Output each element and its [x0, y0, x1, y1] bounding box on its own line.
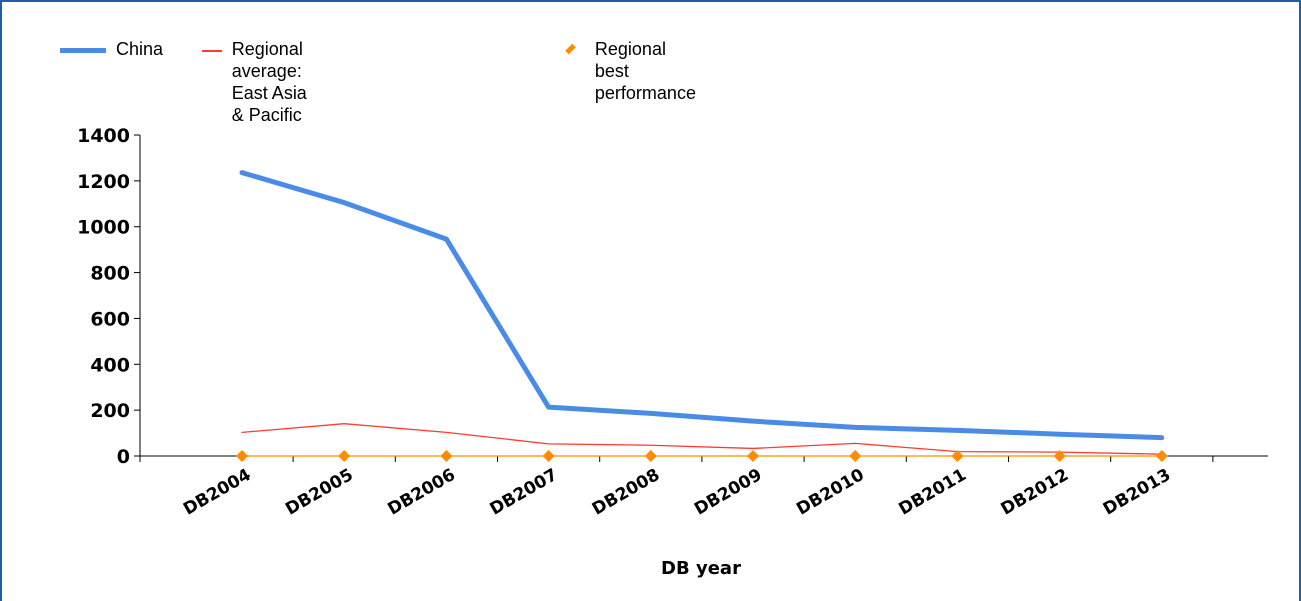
x-tick-label: DB2006 [384, 465, 458, 520]
x-axis-label: DB year [661, 558, 741, 579]
y-tick-label: 1000 [77, 217, 130, 239]
regional-best-point [236, 450, 248, 462]
x-tick-label: DB2007 [487, 465, 561, 520]
y-tick-label: 400 [90, 354, 130, 376]
regional-best-point [1155, 450, 1168, 462]
regional-average-series-line [241, 423, 1163, 455]
regional-best-point [440, 450, 453, 462]
y-tick-label: 1400 [77, 125, 130, 147]
china-series-line [239, 170, 1165, 441]
y-tick-label: 200 [90, 400, 130, 422]
legend-swatch-china [60, 48, 106, 53]
regional-best-point [951, 450, 964, 462]
x-tick-label: DB2008 [589, 465, 663, 520]
regional-best-point [1053, 450, 1066, 462]
regional-best-point [542, 450, 555, 462]
y-tick-label: 0 [117, 446, 130, 468]
x-tick-label: DB2012 [998, 465, 1072, 520]
x-tick-label: DB2004 [180, 465, 255, 520]
y-tick-label: 600 [90, 308, 130, 330]
legend-swatch-regional-average [202, 50, 222, 52]
x-tick-label: DB2010 [793, 465, 868, 520]
y-tick-label: 1200 [77, 171, 130, 193]
regional-best-point [849, 450, 862, 462]
regional-best-point [338, 450, 351, 462]
legend-item-china: China [60, 38, 163, 60]
x-tick-label: DB2005 [282, 465, 356, 520]
regional-best-point [644, 450, 657, 462]
legend-label-regional-best: Regional best performance [594, 39, 696, 103]
series-group [236, 170, 1168, 462]
y-tick-label: 800 [90, 263, 130, 285]
axes: 0 200 400 600 800 1000 1200 1400 DB2004 DB2005 DB2… [77, 125, 1268, 520]
legend-label-regional-average: Regional average: East Asia & Pacific [231, 39, 307, 125]
x-tick-label: DB2013 [1100, 465, 1174, 520]
legend-label-china: China [116, 39, 164, 59]
x-tick-label: DB2009 [691, 465, 765, 520]
legend-item-regional-best: Regional best performance [558, 38, 701, 104]
x-tick-label: DB2011 [895, 465, 969, 520]
legend-item-regional-average: Regional average: East Asia & Pacific [202, 38, 329, 126]
regional-best-point [747, 450, 759, 462]
